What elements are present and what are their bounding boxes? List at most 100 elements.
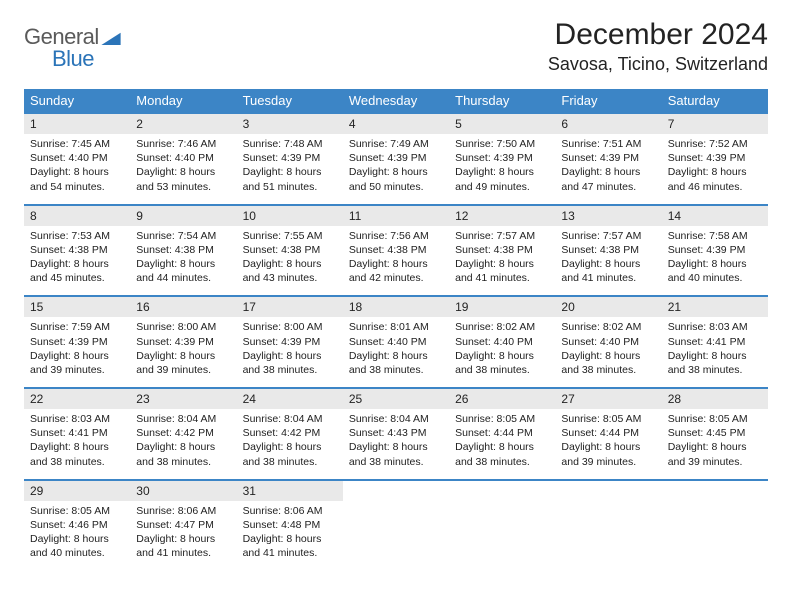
sunset-line: Sunset: 4:39 PM <box>30 335 124 349</box>
day-detail-cell: Sunrise: 7:45 AMSunset: 4:40 PMDaylight:… <box>24 134 130 205</box>
sunrise-line: Sunrise: 7:57 AM <box>561 229 655 243</box>
day-detail-cell <box>555 501 661 571</box>
sunset-line: Sunset: 4:40 PM <box>136 151 230 165</box>
day-number-cell: 30 <box>130 480 236 501</box>
sunrise-line: Sunrise: 8:05 AM <box>455 412 549 426</box>
calendar-table: Sunday Monday Tuesday Wednesday Thursday… <box>24 89 768 570</box>
daylight-line: Daylight: 8 hours and 38 minutes. <box>349 349 443 377</box>
day-number-cell: 9 <box>130 205 236 226</box>
day-number-cell: 1 <box>24 113 130 134</box>
day-detail-cell: Sunrise: 8:04 AMSunset: 4:43 PMDaylight:… <box>343 409 449 480</box>
day-detail-cell: Sunrise: 8:05 AMSunset: 4:44 PMDaylight:… <box>449 409 555 480</box>
sunset-line: Sunset: 4:41 PM <box>668 335 762 349</box>
daylight-line: Daylight: 8 hours and 39 minutes. <box>668 440 762 468</box>
day-number-cell: 4 <box>343 113 449 134</box>
daylight-line: Daylight: 8 hours and 54 minutes. <box>30 165 124 193</box>
sunset-line: Sunset: 4:38 PM <box>561 243 655 257</box>
header: GeneralBlue December 2024 Savosa, Ticino… <box>0 0 792 83</box>
sunrise-line: Sunrise: 8:04 AM <box>349 412 443 426</box>
day-detail-cell: Sunrise: 8:06 AMSunset: 4:47 PMDaylight:… <box>130 501 236 571</box>
day-number-cell <box>449 480 555 501</box>
day-number-cell: 5 <box>449 113 555 134</box>
sunrise-line: Sunrise: 7:56 AM <box>349 229 443 243</box>
daylight-line: Daylight: 8 hours and 38 minutes. <box>349 440 443 468</box>
sunrise-line: Sunrise: 7:45 AM <box>30 137 124 151</box>
week-daynum-row: 15161718192021 <box>24 296 768 317</box>
day-number-cell <box>662 480 768 501</box>
day-number-cell: 14 <box>662 205 768 226</box>
day-detail-cell: Sunrise: 8:00 AMSunset: 4:39 PMDaylight:… <box>130 317 236 388</box>
weekday-header: Saturday <box>662 89 768 113</box>
sunrise-line: Sunrise: 8:06 AM <box>243 504 337 518</box>
day-number-cell: 23 <box>130 388 236 409</box>
day-number-cell: 24 <box>237 388 343 409</box>
sunrise-line: Sunrise: 7:50 AM <box>455 137 549 151</box>
day-detail-cell: Sunrise: 8:06 AMSunset: 4:48 PMDaylight:… <box>237 501 343 571</box>
day-detail-cell: Sunrise: 7:58 AMSunset: 4:39 PMDaylight:… <box>662 226 768 297</box>
week-daynum-row: 22232425262728 <box>24 388 768 409</box>
day-detail-cell: Sunrise: 8:04 AMSunset: 4:42 PMDaylight:… <box>237 409 343 480</box>
daylight-line: Daylight: 8 hours and 38 minutes. <box>668 349 762 377</box>
day-detail-cell: Sunrise: 7:57 AMSunset: 4:38 PMDaylight:… <box>555 226 661 297</box>
sunset-line: Sunset: 4:44 PM <box>561 426 655 440</box>
week-detail-row: Sunrise: 7:45 AMSunset: 4:40 PMDaylight:… <box>24 134 768 205</box>
sunset-line: Sunset: 4:42 PM <box>243 426 337 440</box>
day-detail-cell: Sunrise: 8:00 AMSunset: 4:39 PMDaylight:… <box>237 317 343 388</box>
sunset-line: Sunset: 4:39 PM <box>243 151 337 165</box>
week-detail-row: Sunrise: 7:59 AMSunset: 4:39 PMDaylight:… <box>24 317 768 388</box>
sunrise-line: Sunrise: 7:49 AM <box>349 137 443 151</box>
day-number-cell: 6 <box>555 113 661 134</box>
sunset-line: Sunset: 4:43 PM <box>349 426 443 440</box>
daylight-line: Daylight: 8 hours and 38 minutes. <box>455 440 549 468</box>
week-daynum-row: 293031 <box>24 480 768 501</box>
day-detail-cell: Sunrise: 7:49 AMSunset: 4:39 PMDaylight:… <box>343 134 449 205</box>
week-daynum-row: 1234567 <box>24 113 768 134</box>
sunrise-line: Sunrise: 8:00 AM <box>136 320 230 334</box>
sunset-line: Sunset: 4:38 PM <box>30 243 124 257</box>
day-number-cell: 12 <box>449 205 555 226</box>
daylight-line: Daylight: 8 hours and 53 minutes. <box>136 165 230 193</box>
sunset-line: Sunset: 4:44 PM <box>455 426 549 440</box>
weekday-header: Sunday <box>24 89 130 113</box>
week-detail-row: Sunrise: 7:53 AMSunset: 4:38 PMDaylight:… <box>24 226 768 297</box>
sunset-line: Sunset: 4:38 PM <box>349 243 443 257</box>
daylight-line: Daylight: 8 hours and 38 minutes. <box>30 440 124 468</box>
sunset-line: Sunset: 4:39 PM <box>349 151 443 165</box>
sunset-line: Sunset: 4:39 PM <box>668 151 762 165</box>
day-detail-cell <box>449 501 555 571</box>
day-detail-cell: Sunrise: 8:05 AMSunset: 4:45 PMDaylight:… <box>662 409 768 480</box>
title-block: December 2024 Savosa, Ticino, Switzerlan… <box>548 18 768 75</box>
daylight-line: Daylight: 8 hours and 44 minutes. <box>136 257 230 285</box>
week-daynum-row: 891011121314 <box>24 205 768 226</box>
sunrise-line: Sunrise: 8:05 AM <box>30 504 124 518</box>
week-detail-row: Sunrise: 8:05 AMSunset: 4:46 PMDaylight:… <box>24 501 768 571</box>
daylight-line: Daylight: 8 hours and 46 minutes. <box>668 165 762 193</box>
day-detail-cell: Sunrise: 7:55 AMSunset: 4:38 PMDaylight:… <box>237 226 343 297</box>
daylight-line: Daylight: 8 hours and 40 minutes. <box>668 257 762 285</box>
day-detail-cell: Sunrise: 7:51 AMSunset: 4:39 PMDaylight:… <box>555 134 661 205</box>
sunrise-line: Sunrise: 7:59 AM <box>30 320 124 334</box>
day-number-cell: 8 <box>24 205 130 226</box>
day-number-cell: 29 <box>24 480 130 501</box>
day-detail-cell: Sunrise: 7:46 AMSunset: 4:40 PMDaylight:… <box>130 134 236 205</box>
daylight-line: Daylight: 8 hours and 51 minutes. <box>243 165 337 193</box>
day-detail-cell <box>662 501 768 571</box>
sunset-line: Sunset: 4:39 PM <box>136 335 230 349</box>
day-number-cell <box>555 480 661 501</box>
day-detail-cell: Sunrise: 8:03 AMSunset: 4:41 PMDaylight:… <box>662 317 768 388</box>
day-detail-cell: Sunrise: 8:05 AMSunset: 4:46 PMDaylight:… <box>24 501 130 571</box>
day-detail-cell: Sunrise: 7:54 AMSunset: 4:38 PMDaylight:… <box>130 226 236 297</box>
day-detail-cell: Sunrise: 7:59 AMSunset: 4:39 PMDaylight:… <box>24 317 130 388</box>
day-number-cell: 18 <box>343 296 449 317</box>
day-detail-cell: Sunrise: 7:52 AMSunset: 4:39 PMDaylight:… <box>662 134 768 205</box>
sunrise-line: Sunrise: 7:54 AM <box>136 229 230 243</box>
sunrise-line: Sunrise: 8:04 AM <box>136 412 230 426</box>
daylight-line: Daylight: 8 hours and 38 minutes. <box>243 349 337 377</box>
sunrise-line: Sunrise: 7:55 AM <box>243 229 337 243</box>
sunset-line: Sunset: 4:40 PM <box>30 151 124 165</box>
sunrise-line: Sunrise: 7:52 AM <box>668 137 762 151</box>
day-number-cell: 31 <box>237 480 343 501</box>
day-detail-cell: Sunrise: 8:01 AMSunset: 4:40 PMDaylight:… <box>343 317 449 388</box>
weekday-header-row: Sunday Monday Tuesday Wednesday Thursday… <box>24 89 768 113</box>
sunrise-line: Sunrise: 8:02 AM <box>561 320 655 334</box>
